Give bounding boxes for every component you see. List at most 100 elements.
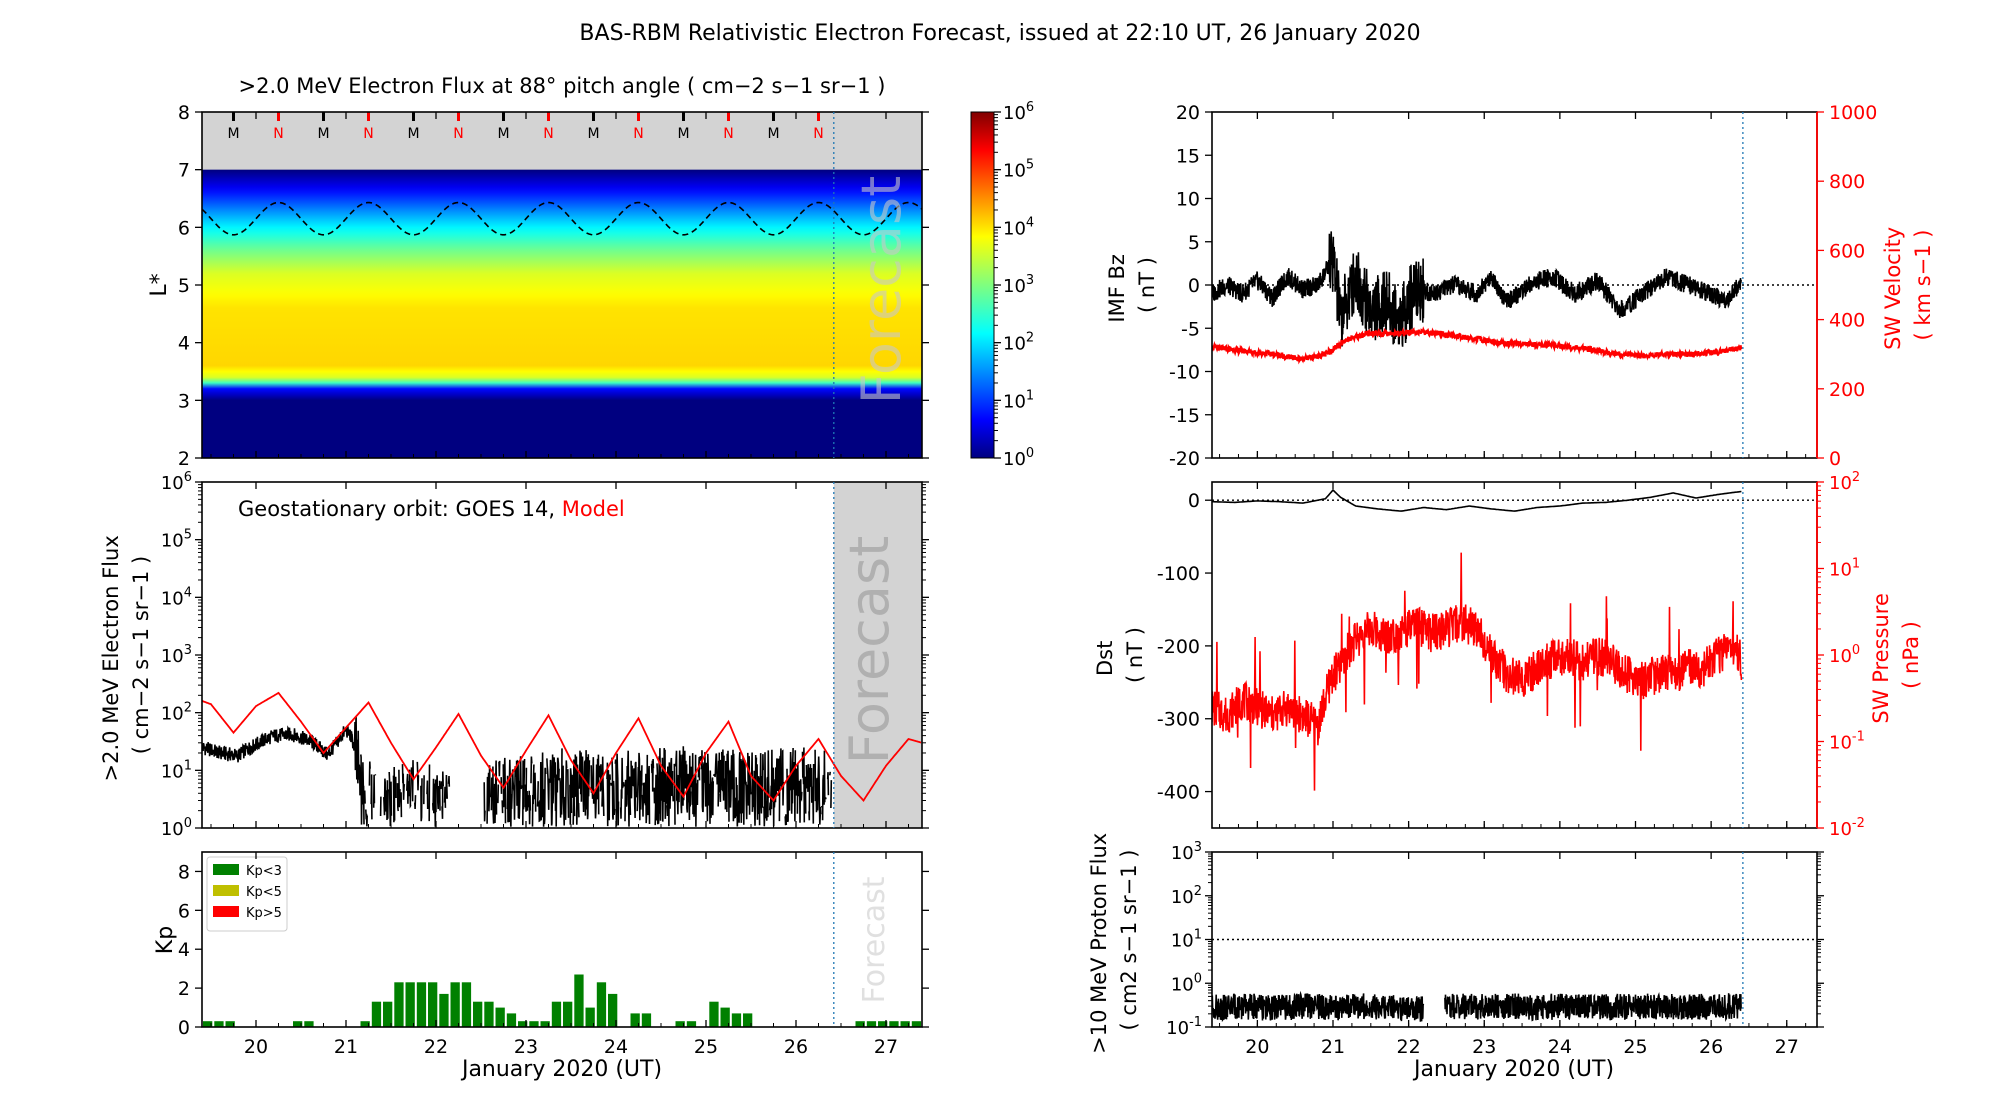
pressure-ytick-label-exp: -1 (1852, 730, 1865, 745)
kp-legend: Kp<3 Kp<5 Kp>5 (206, 856, 288, 932)
kp-bar (641, 1013, 652, 1027)
kp-bar (405, 982, 415, 1027)
imf-bz-line (1212, 231, 1742, 347)
geo-ytick-label-exp: 0 (184, 816, 192, 831)
geo-ytick-label-base: 10 (161, 761, 184, 782)
pressure-ylabel-line2: ( nPa ) (1899, 621, 1923, 689)
proton-xtick-label: 21 (1321, 1036, 1345, 1058)
geo-ytick-label: 101 (161, 758, 192, 782)
velocity-ylabel-line1: SW Velocity (1881, 227, 1905, 350)
geo-ytick-label-exp: 3 (184, 643, 192, 658)
flux-map-ytick-label: 8 (178, 102, 190, 124)
flux-map-ytick-label: 7 (178, 160, 190, 182)
local-time-marker-label: M (407, 126, 419, 142)
bz-ytick-label: -5 (1181, 318, 1200, 340)
flux-map-ytick-label: 3 (178, 390, 190, 412)
proton-xtick-label: 22 (1397, 1036, 1421, 1058)
geo-ytick-label-exp: 6 (184, 470, 192, 485)
geo-ytick-label-exp: 4 (184, 585, 192, 600)
flux-map-ytick-label: 6 (178, 217, 190, 239)
proton-ytick-label-exp: 1 (1194, 928, 1202, 943)
colorbar-tick-label-exp: 5 (1026, 158, 1034, 173)
kp-bar (304, 1021, 314, 1027)
pressure-ytick-label: 10-2 (1829, 816, 1865, 840)
kp-bar (529, 1021, 539, 1027)
kp-bar (360, 1021, 370, 1027)
pressure-ytick-label-exp: 1 (1852, 557, 1860, 572)
kp-bar (946, 982, 955, 1027)
dst-line (1212, 488, 1742, 512)
velocity-ylabel-line2: ( km s−1 ) (1911, 230, 1935, 341)
velocity-ytick-label: 0 (1829, 448, 1841, 470)
flux-map-ylabel: L* (147, 273, 172, 296)
colorbar-tick-label: 104 (1003, 215, 1034, 239)
kp-bar (439, 993, 449, 1027)
geo-ytick-label-base: 10 (161, 646, 184, 667)
geo-annotation: Geostationary orbit: GOES 14, Model (238, 497, 625, 521)
colorbar-tick-label: 105 (1003, 158, 1034, 182)
colorbar-tick-label: 100 (1003, 446, 1034, 470)
dst-ytick-label: -400 (1157, 782, 1200, 804)
kp-bar (608, 993, 618, 1027)
local-time-marker-label: N (273, 126, 283, 142)
proton-ytick-label-base: 10 (1166, 1018, 1189, 1039)
kp-bar (855, 1021, 865, 1027)
magnetopause-band (202, 112, 922, 170)
geo-ytick-label: 100 (161, 816, 192, 840)
geo-ytick-label: 106 (161, 470, 192, 494)
colorbar-tick-label-exp: 3 (1026, 273, 1034, 288)
kp-bar (416, 982, 427, 1027)
pressure-ylabel-line1: SW Pressure (1869, 593, 1893, 723)
kp-xtick-label: 26 (784, 1036, 808, 1058)
colorbar-tick-label-base: 10 (1003, 449, 1026, 470)
sw-pressure-line (1212, 552, 1743, 791)
bz-ytick-label: 10 (1176, 189, 1200, 211)
colorbar-tick-label-base: 10 (1003, 218, 1026, 239)
proton-ytick-label-exp: 0 (1194, 971, 1202, 986)
left-month-label: January 2020 (UT) (460, 1057, 662, 1082)
bz-ytick-label: 20 (1176, 102, 1200, 124)
proton-ytick-label-base: 10 (1171, 931, 1194, 952)
kp-bar (1024, 1021, 1033, 1027)
proton-ytick-label-exp: 3 (1194, 840, 1202, 855)
kp-forecast-label: Forecast (857, 876, 892, 1003)
flux-map-title: >2.0 MeV Electron Flux at 88° pitch angl… (239, 74, 886, 98)
pressure-ytick-label-base: 10 (1829, 560, 1852, 581)
kp-bar (866, 1021, 877, 1027)
kp-bar (686, 1021, 697, 1027)
kp-bar (585, 1007, 595, 1027)
colorbar-tick-label: 101 (1003, 388, 1034, 412)
dst-ytick-label: 0 (1188, 490, 1200, 512)
pressure-ytick-label: 100 (1829, 643, 1860, 667)
kp-bar (563, 1001, 573, 1027)
pressure-ylabel: SW Pressure ( nPa ) (1869, 586, 1923, 723)
figure-title: BAS-RBM Relativistic Electron Forecast, … (579, 21, 1420, 46)
kp-bar (968, 1021, 977, 1027)
geo-ytick-label-base: 10 (161, 473, 184, 494)
colorbar-tick-label-exp: 2 (1026, 331, 1034, 346)
kp-bar (743, 1013, 753, 1027)
kp-ytick-label: 4 (178, 939, 190, 961)
local-time-marker-label: N (363, 126, 373, 142)
kp-legend-swatch (213, 906, 239, 917)
kp-bar (675, 1021, 685, 1027)
pressure-ytick-label-base: 10 (1829, 473, 1852, 494)
kp-bar (1047, 1021, 1056, 1027)
bz-ytick-label: 0 (1188, 275, 1200, 297)
colorbar-tick-label-base: 10 (1003, 391, 1026, 412)
local-time-marker-label: N (633, 126, 643, 142)
kp-bar (461, 982, 472, 1027)
kp-bar (293, 1021, 303, 1027)
colorbar-gradient (970, 111, 995, 459)
kp-legend-swatch (213, 864, 239, 875)
kp-bar (383, 1001, 393, 1027)
geostationary-orbit-line (202, 201, 922, 236)
kp-xtick-label: 21 (334, 1036, 358, 1058)
proton-xtick-label: 26 (1699, 1036, 1723, 1058)
kp-bar (709, 1001, 719, 1027)
